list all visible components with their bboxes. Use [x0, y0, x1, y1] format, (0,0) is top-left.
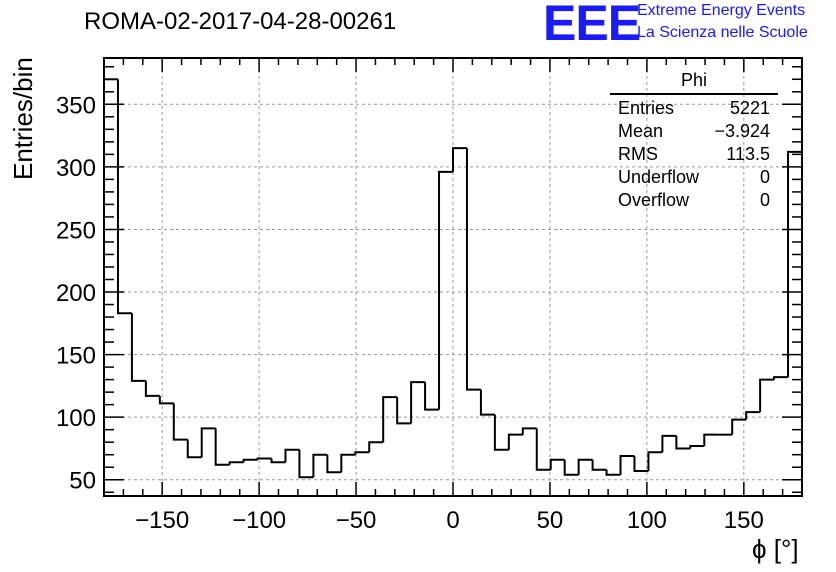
histogram-bin [689, 444, 705, 449]
y-tick-label: 300 [56, 155, 96, 182]
histogram-bin [298, 449, 314, 479]
y-tick-label: 200 [56, 280, 96, 307]
stats-label: RMS [618, 144, 658, 164]
stats-box: Phi Entries 5221 Mean −3.924 RMS 113.5 U… [610, 70, 778, 212]
eee-logo: EEE [543, 0, 641, 51]
histogram-bin [438, 170, 453, 410]
y-axis-label: Entries/bin [8, 57, 38, 180]
stats-label: Underflow [618, 167, 700, 187]
histogram-bin [507, 433, 523, 450]
stats-label: Entries [618, 98, 675, 118]
histogram-bin [410, 381, 426, 424]
plot-frame [103, 57, 803, 497]
logo-tagline-1: Extreme Energy Events [637, 2, 806, 19]
x-axis-label: ϕ [°] [752, 534, 799, 564]
histogram-bin [368, 441, 384, 453]
run-title: ROMA-02-2017-04-28-00261 [84, 8, 397, 35]
histogram-bin [563, 459, 579, 476]
stats-label: Overflow [618, 190, 690, 210]
histogram-bin [326, 454, 342, 474]
histogram-bin [633, 455, 649, 472]
histogram-bin [284, 448, 300, 463]
histogram-bin [647, 451, 663, 471]
x-tick-label: 150 [724, 507, 764, 534]
histogram-bin [424, 382, 440, 411]
stats-row-mean: Mean −3.924 [610, 120, 778, 143]
histogram-bin [521, 427, 537, 435]
histogram-bin [759, 378, 775, 413]
axis-ticks [103, 58, 803, 496]
y-tick-label: 350 [56, 92, 96, 119]
histogram-bin [703, 433, 719, 446]
x-tick-label: 0 [446, 507, 459, 534]
histogram-bin [591, 459, 607, 471]
histogram-bin [465, 148, 481, 391]
histogram-bin [452, 147, 467, 172]
histogram-bin [312, 453, 328, 478]
histogram-bin [493, 414, 509, 451]
logo-tagline-2: La Scienza nelle Scuole [637, 24, 808, 41]
tick-labels: −150 −100 −50 0 50 100 150 50 100 150 200 250 300 350 [56, 92, 764, 534]
histogram-bin [382, 396, 398, 443]
histogram-bin [214, 428, 230, 466]
histogram-bin [535, 428, 551, 471]
stats-value: −3.924 [714, 121, 770, 141]
histogram-bin [200, 427, 216, 458]
histogram-bin [144, 380, 160, 397]
stats-value: 113.5 [726, 144, 770, 164]
y-tick-label: 50 [69, 468, 96, 495]
stats-row-rms: RMS 113.5 [610, 143, 778, 166]
histogram-bin [773, 376, 789, 380]
y-tick-label: 100 [56, 405, 96, 432]
stats-box-title: Phi [610, 70, 778, 95]
x-tick-label: −50 [336, 507, 377, 534]
histogram-bin [116, 79, 132, 315]
histogram-bin [172, 403, 188, 441]
histogram-bin [605, 469, 621, 476]
x-tick-label: −100 [232, 507, 286, 534]
y-tick-label: 250 [56, 217, 96, 244]
x-tick-label: 100 [627, 507, 667, 534]
histogram-bin [396, 397, 412, 425]
histogram-bin [731, 418, 747, 435]
stats-row-underflow: Underflow 0 [610, 166, 778, 189]
histogram-bin [619, 454, 635, 475]
histogram-bin [577, 458, 593, 475]
stats-row-overflow: Overflow 0 [610, 189, 778, 212]
histogram-bin [270, 458, 286, 464]
histogram-bin [354, 451, 370, 455]
y-tick-label: 150 [56, 343, 96, 370]
histogram-bin [787, 150, 802, 378]
histogram-bin [158, 395, 174, 405]
histogram-bin [256, 457, 272, 460]
histogram-bin [228, 461, 244, 465]
stats-value: 0 [759, 167, 770, 187]
stats-label: Mean [618, 121, 664, 141]
histogram-bin [130, 313, 146, 382]
stats-value: 5221 [729, 98, 770, 118]
histogram-bin [479, 389, 495, 416]
histogram-bin [745, 411, 761, 420]
histogram-bin [549, 458, 565, 470]
stats-value: 0 [759, 190, 770, 210]
x-tick-label: −150 [135, 507, 189, 534]
histogram-bin [675, 435, 691, 450]
x-tick-label: 50 [537, 507, 564, 534]
histogram-bins [104, 78, 802, 479]
stats-row-entries: Entries 5221 [610, 97, 778, 120]
histogram-bin [661, 434, 677, 453]
histogram-bin [186, 439, 202, 459]
histogram-bin [340, 453, 356, 473]
histogram-bin [242, 458, 258, 463]
